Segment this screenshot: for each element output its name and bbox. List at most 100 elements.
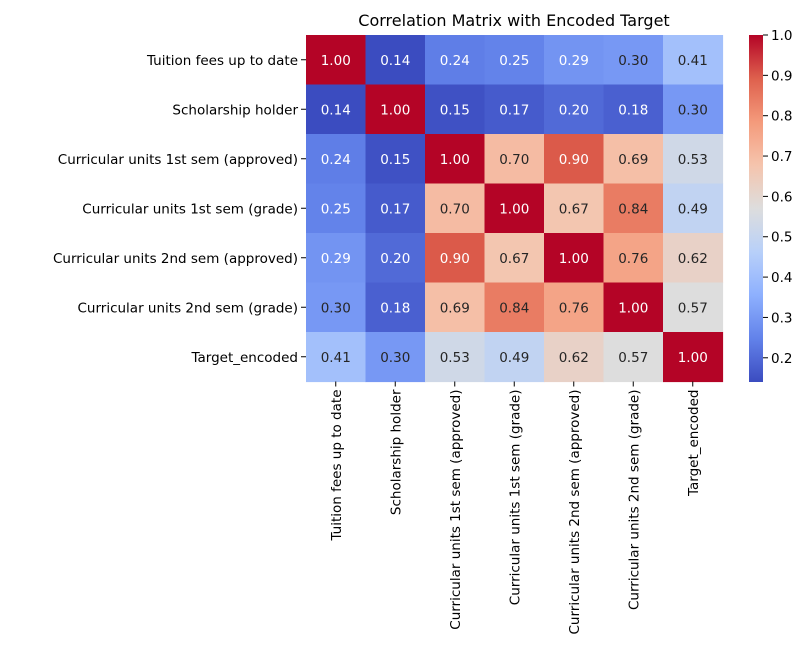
x-tick-label: Tuition fees up to date [329, 390, 345, 542]
colorbar-tick-label: 0.8 [771, 109, 792, 125]
x-tick-label: Curricular units 1st sem (approved) [448, 390, 464, 630]
cell-annotation: 0.30 [678, 102, 708, 118]
heatmap-cell [484, 332, 545, 383]
heatmap-cell [484, 233, 545, 284]
heatmap-cell [306, 84, 367, 135]
heatmap-cell [306, 134, 367, 185]
colorbar: 1.0 0.9 0.8 0.7 0.6 0.5 0.4 0.3 0.2 [749, 28, 792, 382]
cell-annotation: 0.18 [380, 300, 410, 316]
cell-annotation: 0.20 [380, 251, 410, 267]
cell-annotation: 0.14 [321, 102, 351, 118]
heatmap-cell [663, 183, 724, 234]
colorbar-tick-label: 0.4 [771, 270, 792, 286]
x-tick-labels: Tuition fees up to date Scholarship holde… [329, 381, 702, 635]
y-tick-label: Target_encoded [190, 350, 298, 366]
x-tick-label: Scholarship holder [388, 389, 404, 515]
colorbar-tick-label: 0.7 [771, 149, 792, 165]
cell-annotation: 0.18 [618, 102, 648, 118]
heatmap-cell [425, 35, 486, 86]
heatmap-cell [306, 332, 367, 383]
heatmap-cell [365, 282, 426, 333]
heatmap-cell [603, 84, 664, 135]
x-tick-label: Curricular units 2nd sem (approved) [567, 390, 583, 635]
cell-annotation: 0.84 [618, 201, 648, 217]
heatmap-cell [306, 35, 367, 86]
heatmap-cell [425, 134, 486, 185]
heatmap-cell [663, 84, 724, 135]
colorbar-tick-label: 0.6 [771, 189, 792, 205]
cell-annotation: 0.41 [321, 350, 351, 366]
y-tick-label: Curricular units 1st sem (approved) [58, 152, 298, 168]
x-tick-label: Target_encoded [686, 390, 702, 498]
heatmap-cell [544, 84, 605, 135]
heatmap-cell [484, 134, 545, 185]
heatmap-cell [365, 183, 426, 234]
heatmap-cell [484, 282, 545, 333]
x-tick-label: Curricular units 1st sem (grade) [507, 390, 523, 606]
heatmap-cell [425, 233, 486, 284]
cell-annotation: 0.84 [499, 300, 529, 316]
y-tick-label: Curricular units 2nd sem (grade) [77, 300, 298, 316]
cell-annotation: 0.70 [440, 201, 470, 217]
heatmap-cell [425, 282, 486, 333]
heatmap-cell [425, 183, 486, 234]
heatmap-cell [365, 332, 426, 383]
heatmap-cell [365, 233, 426, 284]
colorbar-tick-label: 0.2 [771, 351, 792, 367]
cell-annotation: 0.49 [499, 350, 529, 366]
cell-annotation: 0.62 [559, 350, 589, 366]
heatmap-cell [544, 183, 605, 234]
heatmap-cell [603, 35, 664, 86]
heatmap-cell [663, 134, 724, 185]
cell-annotation: 0.15 [440, 102, 470, 118]
cell-annotation: 0.30 [321, 300, 351, 316]
cell-annotation: 0.30 [618, 53, 648, 69]
cell-annotation: 0.20 [559, 102, 589, 118]
cell-annotation: 1.00 [618, 300, 648, 316]
cell-annotation: 0.25 [499, 53, 529, 69]
heatmap-cell [484, 35, 545, 86]
heatmap-cell [306, 282, 367, 333]
cell-annotation: 0.53 [440, 350, 470, 366]
colorbar-tick-label: 0.9 [771, 68, 792, 84]
cell-annotation: 1.00 [499, 201, 529, 217]
colorbar-tick-label: 0.5 [771, 230, 792, 246]
cell-annotation: 0.57 [618, 350, 648, 366]
cell-annotation: 0.90 [559, 152, 589, 168]
cell-annotation: 0.41 [678, 53, 708, 69]
heatmap-cell [544, 35, 605, 86]
cell-annotation: 0.53 [678, 152, 708, 168]
y-tick-label: Curricular units 2nd sem (approved) [53, 251, 298, 267]
cell-annotation: 0.30 [380, 350, 410, 366]
cell-annotation: 1.00 [380, 102, 410, 118]
colorbar-tick-label: 1.0 [771, 28, 792, 44]
heatmap-cell [663, 35, 724, 86]
cell-annotation: 0.76 [559, 300, 589, 316]
heatmap-cell [484, 84, 545, 135]
heatmap-cell [603, 233, 664, 284]
heatmap-cell [365, 134, 426, 185]
colorbar-tick-label: 0.3 [771, 310, 792, 326]
heatmap-cell [365, 84, 426, 135]
heatmap-cell [663, 233, 724, 284]
cell-annotation: 0.69 [618, 152, 648, 168]
cell-annotation: 0.15 [380, 152, 410, 168]
heatmap-cells: 1.00 0.14 0.24 0.25 0.29 0.30 0.41 0.14 1.00 0.15… [306, 35, 724, 383]
y-tick-label: Curricular units 1st sem (grade) [82, 201, 298, 217]
heatmap-cell [544, 282, 605, 333]
cell-annotation: 0.49 [678, 201, 708, 217]
heatmap-cell [603, 332, 664, 383]
heatmap-cell [484, 183, 545, 234]
cell-annotation: 0.67 [499, 251, 529, 267]
heatmap-cell [544, 134, 605, 185]
heatmap-cell [603, 183, 664, 234]
cell-annotation: 0.17 [499, 102, 529, 118]
cell-annotation: 1.00 [321, 53, 351, 69]
cell-annotation: 1.00 [678, 350, 708, 366]
y-tick-label: Tuition fees up to date [146, 53, 298, 69]
cell-annotation: 0.14 [380, 53, 410, 69]
x-tick-label: Curricular units 2nd sem (grade) [626, 390, 642, 611]
y-tick-label: Scholarship holder [172, 102, 298, 118]
y-tick-labels: Tuition fees up to date Scholarship holde… [53, 53, 306, 366]
